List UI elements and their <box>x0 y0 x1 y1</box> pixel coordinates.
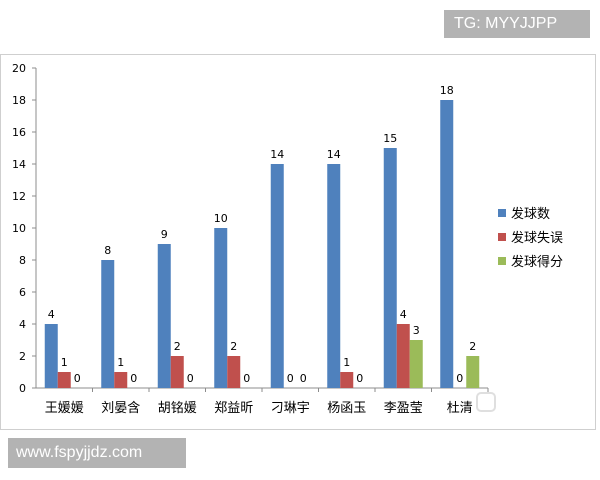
header-tag: TG: MYYJJPP <box>444 10 590 38</box>
bar <box>157 244 171 388</box>
y-tick-label: 8 <box>19 254 26 267</box>
data-label: 0 <box>356 372 363 385</box>
data-label: 14 <box>327 148 341 161</box>
data-label: 3 <box>413 324 420 337</box>
y-tick-label: 4 <box>19 318 26 331</box>
y-tick-label: 6 <box>19 286 26 299</box>
data-label: 4 <box>400 308 407 321</box>
x-tick-label: 李盈莹 <box>384 401 423 416</box>
bar <box>396 324 410 388</box>
watermark-logo <box>476 390 586 418</box>
bar <box>383 148 397 388</box>
y-tick-label: 2 <box>19 350 26 363</box>
y-tick-label: 16 <box>12 126 26 139</box>
bar <box>101 260 115 388</box>
bar <box>227 356 241 388</box>
bar <box>466 356 480 388</box>
legend-label: 发球失误 <box>511 230 563 246</box>
chart-frame <box>0 54 596 430</box>
data-label: 15 <box>383 132 397 145</box>
y-tick-label: 10 <box>12 222 26 235</box>
x-tick-label: 胡铭媛 <box>158 401 197 416</box>
x-tick-label: 王媛媛 <box>45 401 84 416</box>
bar <box>57 372 71 388</box>
legend-label: 发球得分 <box>511 254 563 270</box>
bar <box>44 324 58 388</box>
y-tick-label: 0 <box>19 382 26 395</box>
data-label: 10 <box>214 212 228 225</box>
data-label: 2 <box>174 340 181 353</box>
bar <box>214 228 228 388</box>
y-tick-label: 12 <box>12 190 26 203</box>
data-label: 0 <box>243 372 250 385</box>
data-label: 0 <box>287 372 294 385</box>
legend-label: 发球数 <box>511 206 550 222</box>
data-label: 14 <box>270 148 284 161</box>
data-label: 4 <box>48 308 55 321</box>
data-label: 2 <box>230 340 237 353</box>
bar <box>114 372 128 388</box>
data-label: 1 <box>117 356 124 369</box>
legend-swatch <box>498 209 506 217</box>
bar <box>340 372 354 388</box>
footer-site: www.fspyjjdz.com <box>8 438 186 468</box>
y-tick-label: 14 <box>12 158 26 171</box>
y-tick-label: 20 <box>12 62 26 75</box>
bar <box>327 164 341 388</box>
data-label: 9 <box>161 228 168 241</box>
x-tick-label: 刘晏含 <box>101 400 140 416</box>
y-tick-label: 18 <box>12 94 26 107</box>
x-tick-label: 刁琳宇 <box>271 401 310 416</box>
bar <box>440 100 454 388</box>
bar <box>170 356 184 388</box>
legend-swatch <box>498 233 506 241</box>
x-tick-label: 杨函玉 <box>327 401 366 416</box>
x-tick-label: 杜清 <box>447 401 473 416</box>
bar <box>270 164 284 388</box>
legend-swatch <box>498 257 506 265</box>
data-label: 18 <box>440 84 454 97</box>
data-label: 2 <box>469 340 476 353</box>
data-label: 0 <box>187 372 194 385</box>
data-label: 0 <box>300 372 307 385</box>
x-tick-label: 郑益昕 <box>214 401 253 416</box>
data-label: 1 <box>343 356 350 369</box>
data-label: 8 <box>104 244 111 257</box>
data-label: 0 <box>130 372 137 385</box>
data-label: 1 <box>61 356 68 369</box>
bar <box>409 340 423 388</box>
data-label: 0 <box>456 372 463 385</box>
data-label: 0 <box>74 372 81 385</box>
